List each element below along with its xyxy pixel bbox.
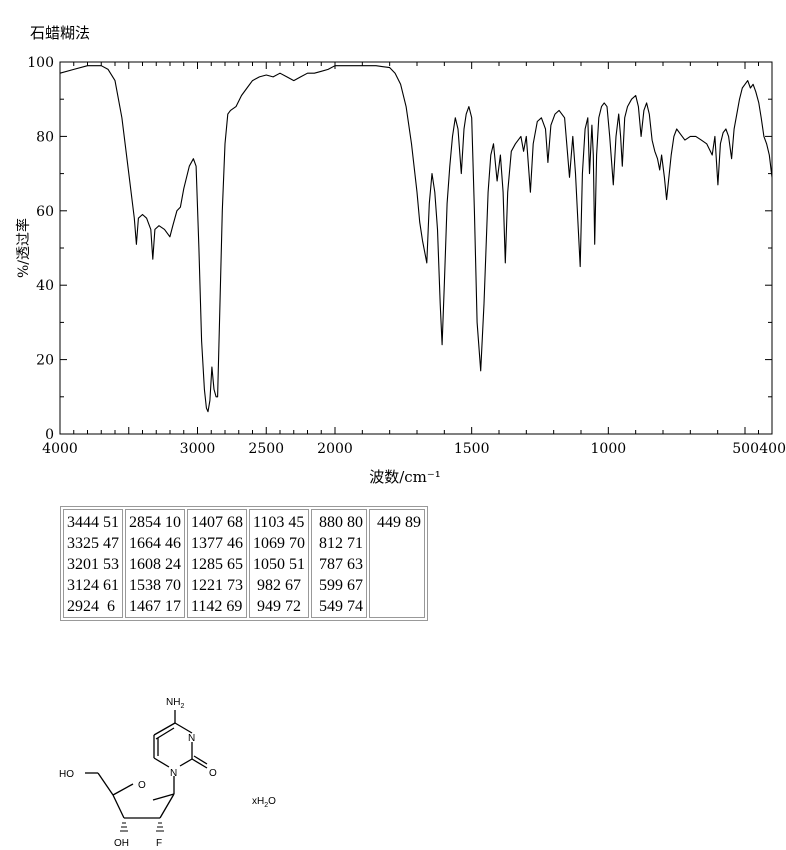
peak-entry: 599 67 bbox=[315, 577, 363, 594]
peak-entry: 880 80 bbox=[315, 514, 363, 531]
x-tick-label: 2500 bbox=[248, 441, 284, 457]
peak-entry: 1467 17 bbox=[129, 598, 181, 615]
label-oh: OH bbox=[114, 838, 129, 849]
peak-entry: 1285 65 bbox=[191, 556, 243, 573]
peak-entry: 1608 24 bbox=[129, 556, 181, 573]
peak-entry: 1069 70 bbox=[253, 535, 305, 552]
label-n3: N bbox=[188, 733, 195, 744]
peak-table-column: 1407 68 1377 46 1285 65 1221 73 1142 69 bbox=[187, 509, 247, 618]
peak-table: 3444 51 3325 47 3201 53 3124 61 2924 6 2854 1… bbox=[60, 506, 428, 621]
x-tick-label: 4000 bbox=[42, 441, 78, 457]
peak-entry: 2924 6 bbox=[67, 598, 115, 615]
peak-table-column: 2854 10 1664 46 1608 24 1538 70 1467 17 bbox=[125, 509, 185, 618]
peak-entry: 982 67 bbox=[253, 577, 301, 594]
ir-spectrum-chart: 4000 3000 2500 2000 1500 1000 500 400 0 20 40 60 80… bbox=[15, 55, 786, 486]
x-tick-label: 400 bbox=[759, 441, 786, 457]
label-o-ring: O bbox=[138, 780, 146, 791]
y-tick-label: 20 bbox=[36, 353, 54, 369]
peak-table-column: 1103 45 1069 70 1050 51 982 67 949 72 bbox=[249, 509, 309, 618]
label-f: F bbox=[156, 838, 162, 849]
y-tick-label: 40 bbox=[36, 278, 54, 294]
axis-ticks bbox=[59, 61, 773, 435]
y-tick-label: 0 bbox=[45, 427, 54, 443]
peak-entry: 1050 51 bbox=[253, 556, 305, 573]
peak-entry: 1407 68 bbox=[191, 514, 243, 531]
peak-entry: 449 89 bbox=[373, 514, 421, 531]
method-label: 石蜡糊法 bbox=[30, 24, 91, 42]
molecular-structure: NH2 N N O O HO OH F bbox=[59, 697, 217, 849]
label-ho: HO bbox=[59, 769, 74, 780]
peak-entry: 3444 51 bbox=[67, 514, 119, 531]
x-tick-label: 500 bbox=[732, 441, 759, 457]
x-tick-label: 1000 bbox=[591, 441, 627, 457]
peak-entry: 787 63 bbox=[315, 556, 363, 573]
peak-entry: 2854 10 bbox=[129, 514, 181, 531]
peak-entry: 1103 45 bbox=[253, 514, 305, 531]
peak-entry: 1221 73 bbox=[191, 577, 243, 594]
label-o-carbonyl: O bbox=[209, 768, 217, 779]
structure-bonds bbox=[85, 710, 208, 819]
peak-table-column: 3444 51 3325 47 3201 53 3124 61 2924 6 bbox=[63, 509, 123, 618]
plot-frame bbox=[59, 61, 773, 435]
x-tick-label: 1500 bbox=[454, 441, 490, 457]
peak-entry: 812 71 bbox=[315, 535, 363, 552]
plot-border bbox=[59, 61, 773, 435]
y-tick-labels: 0 20 40 60 80 100 bbox=[27, 55, 54, 443]
series-layer bbox=[59, 65, 773, 413]
peak-table-column: 880 80 812 71 787 63 599 67 549 74 bbox=[311, 509, 367, 618]
peak-entry: 1664 46 bbox=[129, 535, 181, 552]
y-axis-label: %/透过率 bbox=[15, 218, 32, 278]
x-axis-label: 波数/cm⁻¹ bbox=[369, 468, 441, 486]
y-tick-label: 100 bbox=[27, 55, 54, 71]
spectrum-line bbox=[59, 65, 773, 413]
label-nh2: NH2 bbox=[166, 697, 184, 710]
hydrate-label: xH2O bbox=[252, 796, 276, 809]
peak-table-column: 449 89 bbox=[369, 509, 425, 618]
peak-entry: 949 72 bbox=[253, 598, 301, 615]
peak-entry: 3201 53 bbox=[67, 556, 119, 573]
y-tick-label: 80 bbox=[36, 129, 54, 145]
peak-entry: 3325 47 bbox=[67, 535, 119, 552]
peak-entry: 549 74 bbox=[315, 598, 363, 615]
x-tick-labels: 4000 3000 2500 2000 1500 1000 500 400 bbox=[42, 441, 786, 457]
y-tick-label: 60 bbox=[36, 204, 54, 220]
label-n1: N bbox=[170, 768, 177, 779]
peak-entry: 1538 70 bbox=[129, 577, 181, 594]
peak-entry: 3124 61 bbox=[67, 577, 119, 594]
stereo-hashes bbox=[120, 822, 164, 832]
peak-table-row: 3444 51 3325 47 3201 53 3124 61 2924 6 2854 1… bbox=[63, 509, 425, 618]
peak-entry: 1377 46 bbox=[191, 535, 243, 552]
x-tick-label: 2000 bbox=[317, 441, 353, 457]
x-tick-label: 3000 bbox=[180, 441, 216, 457]
peak-entry: 1142 69 bbox=[191, 598, 243, 615]
